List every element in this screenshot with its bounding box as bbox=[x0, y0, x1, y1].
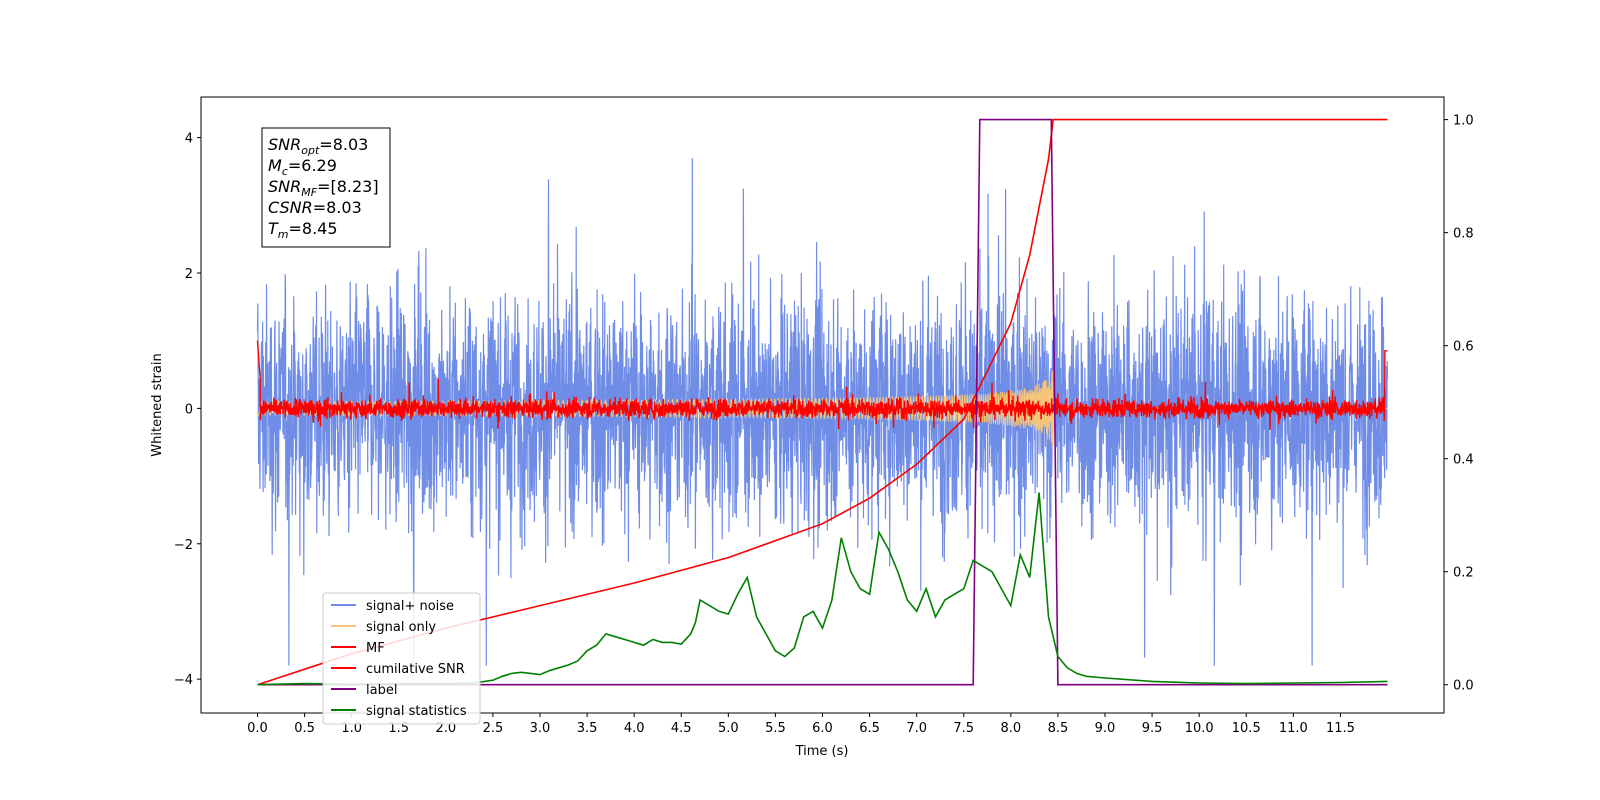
annotation-frame bbox=[261, 127, 391, 248]
x-tick-label: 9.0 bbox=[1095, 721, 1116, 736]
x-tick-label: 10.0 bbox=[1185, 721, 1214, 736]
y2-tick-label: 1.0 bbox=[1453, 114, 1474, 129]
x-tick-label: 10.5 bbox=[1232, 721, 1261, 736]
x-tick-label: 7.0 bbox=[906, 721, 927, 736]
x-tick-label: 4.0 bbox=[624, 721, 645, 736]
x-tick-label: 6.0 bbox=[812, 721, 833, 736]
series-signal-only bbox=[257, 370, 1388, 447]
y-tick-label: 4 bbox=[185, 132, 193, 147]
y-axis-label: Whitened strain bbox=[150, 353, 165, 456]
x-tick-label: 5.0 bbox=[718, 721, 739, 736]
y-tick-label: 2 bbox=[185, 267, 193, 282]
y2-tick-label: 0.2 bbox=[1453, 566, 1474, 581]
x-tick-label: 0.0 bbox=[247, 721, 268, 736]
x-tick-label: 2.5 bbox=[483, 721, 504, 736]
x-axis-label: Time (s) bbox=[795, 744, 849, 759]
x-tick-label: 1.5 bbox=[388, 721, 409, 736]
legend: signal+ noise signal only MF cumilative SNR… bbox=[322, 592, 481, 725]
x-tick-label: 7.5 bbox=[953, 721, 974, 736]
legend-label: signal only bbox=[366, 620, 436, 635]
legend-label: signal statistics bbox=[366, 704, 467, 719]
legend-label: MF bbox=[366, 641, 385, 656]
y2-tick-label: 0.6 bbox=[1453, 340, 1474, 355]
x-tick-label: 8.5 bbox=[1048, 721, 1069, 736]
x-tick-label: 8.0 bbox=[1000, 721, 1021, 736]
x-tick-label: 3.0 bbox=[530, 721, 551, 736]
annotation-line: CSNR=8.03 bbox=[268, 198, 362, 217]
y-tick-label: −2 bbox=[174, 538, 193, 553]
series-signal-statistics bbox=[257, 492, 1388, 686]
series-signal-noise bbox=[256, 157, 1389, 666]
legend-label: label bbox=[366, 683, 397, 698]
series-mf bbox=[256, 340, 1388, 430]
y-tick-label: −4 bbox=[174, 673, 193, 688]
x-tick-label: 0.5 bbox=[294, 721, 315, 736]
annotation-line: Mc=6.29 bbox=[268, 156, 337, 178]
y2-tick-label: 0.4 bbox=[1453, 453, 1474, 468]
x-tick-label: 3.5 bbox=[577, 721, 598, 736]
annotation-line: SNRMF=[8.23] bbox=[268, 177, 379, 199]
y-tick-label: 0 bbox=[185, 402, 193, 417]
annotation-line: SNRopt=8.03 bbox=[268, 135, 368, 157]
x-tick-label: 2.0 bbox=[435, 721, 456, 736]
y2-tick-label: 0.0 bbox=[1453, 679, 1474, 694]
legend-frame bbox=[322, 592, 481, 725]
y-axis-left: −4 −2 0 2 4 bbox=[174, 132, 201, 688]
x-axis: 0.0 0.5 1.0 1.5 2.0 2.5 3.0 3.5 4.0 4.5 5.0 5.5 6.0 6… bbox=[247, 713, 1355, 736]
x-tick-label: 9.5 bbox=[1142, 721, 1163, 736]
legend-label: signal+ noise bbox=[366, 599, 454, 614]
y-axis-right: 0.0 0.2 0.4 0.6 0.8 1.0 bbox=[1444, 114, 1474, 694]
series-label bbox=[257, 118, 1388, 686]
x-tick-label: 11.0 bbox=[1279, 721, 1308, 736]
x-tick-label: 6.5 bbox=[859, 721, 880, 736]
x-tick-label: 4.5 bbox=[671, 721, 692, 736]
x-tick-label: 5.5 bbox=[765, 721, 786, 736]
y2-tick-label: 0.8 bbox=[1453, 227, 1474, 242]
legend-label: cumilative SNR bbox=[366, 662, 465, 677]
x-tick-label: 11.5 bbox=[1326, 721, 1355, 736]
annotation-line: Tm=8.45 bbox=[268, 219, 338, 241]
x-tick-label: 1.0 bbox=[341, 721, 362, 736]
